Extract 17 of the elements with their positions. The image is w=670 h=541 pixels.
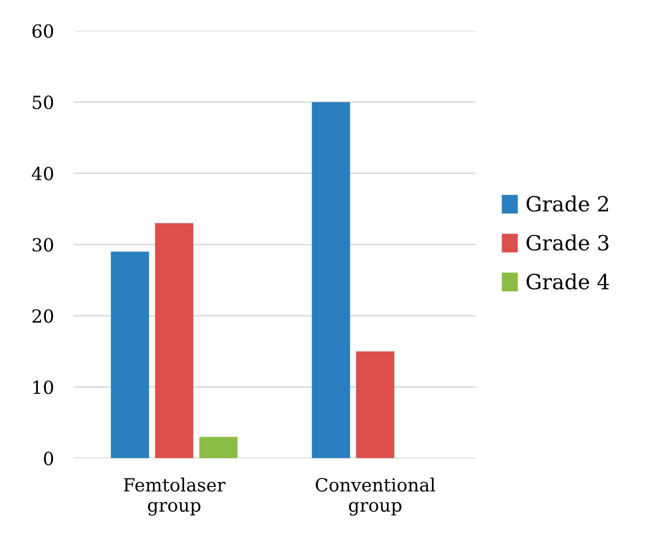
- bar: [110, 252, 150, 458]
- y-tick-label: 40: [32, 166, 54, 180]
- x-tick-label: Conventional group: [316, 478, 436, 516]
- y-tick-label: 50: [32, 96, 54, 110]
- y-tick-label: 10: [33, 380, 54, 394]
- bar: [356, 351, 394, 458]
- y-tick-label: 60: [32, 24, 54, 38]
- bar: [199, 436, 238, 458]
- legend-label: Grade 4: [526, 273, 609, 290]
- y-tick-label: 30: [32, 238, 54, 252]
- legend-label: Grade 2: [526, 196, 608, 212]
- bar: [312, 102, 350, 458]
- y-tick-label: 20: [32, 309, 54, 323]
- y-tick-label: 0: [44, 452, 54, 466]
- bar: [155, 223, 194, 458]
- x-tick-label: Femtolaser group: [124, 478, 226, 516]
- legend-label: Grade 3: [526, 234, 608, 251]
